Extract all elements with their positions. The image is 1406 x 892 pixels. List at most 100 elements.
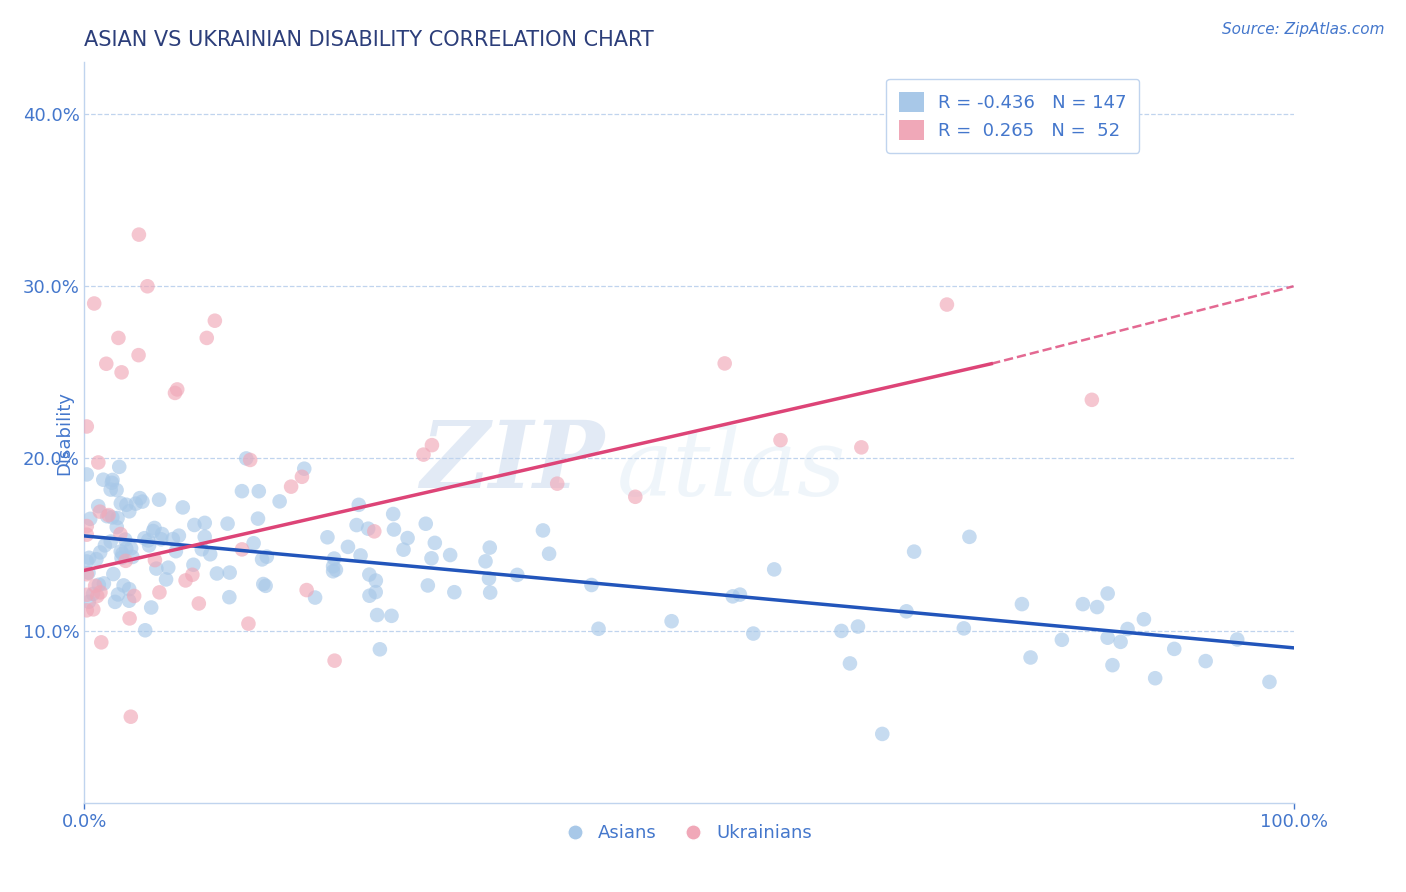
- Text: ASIAN VS UKRAINIAN DISABILITY CORRELATION CHART: ASIAN VS UKRAINIAN DISABILITY CORRELATIO…: [84, 29, 654, 50]
- Point: [167, 529, 190, 543]
- Point: [87, 499, 110, 513]
- Point: [94, 538, 117, 552]
- Point: [581, 578, 603, 592]
- Point: [155, 573, 177, 587]
- Point: [661, 614, 683, 628]
- Point: [588, 622, 610, 636]
- Point: [769, 433, 792, 447]
- Point: [1101, 658, 1123, 673]
- Point: [82, 602, 104, 616]
- Point: [77, 550, 100, 565]
- Point: [89, 545, 111, 559]
- Point: [128, 491, 150, 505]
- Point: [742, 626, 765, 640]
- Point: [247, 484, 270, 499]
- Point: [1109, 635, 1132, 649]
- Point: [93, 576, 115, 591]
- Point: [839, 657, 862, 671]
- Point: [1116, 622, 1139, 636]
- Point: [420, 438, 443, 452]
- Point: [204, 314, 226, 328]
- Point: [105, 520, 128, 534]
- Point: [846, 619, 869, 633]
- Point: [143, 521, 166, 535]
- Point: [713, 356, 735, 370]
- Point: [134, 531, 156, 545]
- Point: [546, 476, 568, 491]
- Point: [323, 654, 346, 668]
- Point: [100, 483, 122, 497]
- Point: [77, 595, 100, 609]
- Point: [953, 621, 976, 635]
- Point: [368, 642, 391, 657]
- Point: [357, 522, 380, 536]
- Point: [138, 538, 160, 552]
- Point: [254, 579, 277, 593]
- Point: [323, 551, 346, 566]
- Point: [364, 585, 387, 599]
- Point: [115, 498, 138, 512]
- Point: [316, 530, 339, 544]
- Point: [112, 578, 135, 592]
- Point: [382, 507, 405, 521]
- Point: [292, 461, 315, 475]
- Point: [412, 448, 434, 462]
- Point: [346, 518, 368, 533]
- Point: [830, 624, 852, 638]
- Point: [101, 473, 124, 487]
- Point: [935, 297, 957, 311]
- Point: [194, 530, 217, 544]
- Point: [134, 624, 156, 638]
- Point: [148, 585, 170, 599]
- Point: [107, 511, 129, 525]
- Point: [325, 563, 347, 577]
- Point: [479, 585, 502, 599]
- Point: [415, 516, 437, 531]
- Point: [76, 588, 98, 602]
- Point: [280, 480, 302, 494]
- Point: [218, 566, 240, 580]
- Point: [1011, 597, 1033, 611]
- Point: [439, 548, 461, 562]
- Point: [120, 541, 142, 556]
- Point: [322, 559, 344, 574]
- Point: [76, 567, 98, 582]
- Point: [624, 490, 647, 504]
- Point: [120, 709, 142, 723]
- Point: [295, 583, 318, 598]
- Point: [128, 348, 150, 362]
- Point: [363, 524, 385, 539]
- Point: [957, 530, 980, 544]
- Point: [420, 551, 443, 566]
- Point: [1144, 671, 1167, 685]
- Point: [359, 567, 381, 582]
- Y-axis label: Disability: Disability: [55, 391, 73, 475]
- Point: [96, 509, 118, 524]
- Point: [1097, 586, 1119, 600]
- Point: [218, 590, 240, 604]
- Point: [366, 607, 388, 622]
- Point: [76, 527, 98, 541]
- Point: [110, 365, 132, 379]
- Point: [118, 593, 141, 607]
- Point: [83, 296, 105, 310]
- Point: [380, 608, 402, 623]
- Point: [336, 540, 359, 554]
- Point: [107, 331, 129, 345]
- Point: [242, 536, 264, 550]
- Point: [506, 567, 529, 582]
- Point: [721, 590, 744, 604]
- Point: [166, 383, 188, 397]
- Point: [76, 554, 98, 568]
- Point: [349, 549, 371, 563]
- Point: [252, 577, 274, 591]
- Point: [1050, 632, 1073, 647]
- Point: [359, 589, 381, 603]
- Point: [200, 547, 222, 561]
- Point: [165, 544, 187, 558]
- Point: [163, 386, 186, 401]
- Point: [174, 574, 197, 588]
- Point: [396, 531, 419, 545]
- Point: [150, 527, 173, 541]
- Point: [474, 554, 496, 568]
